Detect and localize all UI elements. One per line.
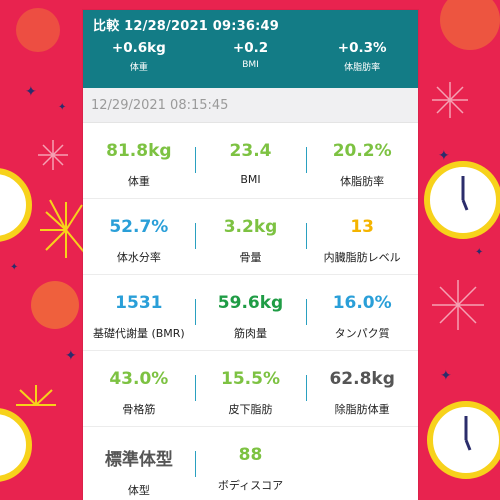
metrics-row: 81.8kg 体重 23.4 BMI 20.2% 体脂肪率 <box>83 123 418 199</box>
metric-value: 88 <box>238 445 263 465</box>
metric-body-type[interactable]: 標準体型 体型 <box>83 427 195 500</box>
metrics-row: 52.7% 体水分率 3.2kg 骨量 13 内臓脂肪レベル <box>83 199 418 275</box>
compare-label: BMI <box>242 60 259 70</box>
metric-label: 体脂肪率 <box>340 175 385 188</box>
firework-icon <box>432 280 484 330</box>
metric-subcutaneous-fat[interactable]: 15.5% 皮下脂肪 <box>194 351 307 426</box>
firework-icon <box>432 82 468 118</box>
dotted-ball-icon <box>31 281 79 329</box>
clock-icon <box>0 408 32 482</box>
metric-skeletal-muscle[interactable]: 43.0% 骨格筋 <box>83 351 195 426</box>
metric-label: BMI <box>240 173 261 186</box>
compare-label: 体重 <box>129 63 148 73</box>
firework-icon <box>38 140 68 170</box>
metric-value: 13 <box>350 217 375 237</box>
metric-label: タンパク質 <box>334 327 390 340</box>
metric-bone-mass[interactable]: 3.2kg 骨量 <box>194 199 307 274</box>
metric-value: 23.4 <box>229 141 272 161</box>
svg-text:✦: ✦ <box>58 102 66 113</box>
metric-value: 15.5% <box>221 369 280 389</box>
metrics-row: 標準体型 体型 88 ボディスコア <box>83 427 418 500</box>
svg-text:✦: ✦ <box>475 247 483 258</box>
metric-label: 骨量 <box>239 251 262 264</box>
metric-label: 内臓脂肪レベル <box>323 251 401 264</box>
clock-icon <box>0 168 32 242</box>
metric-label: 除脂肪体重 <box>334 403 390 416</box>
metric-empty <box>306 427 418 500</box>
dotted-ball-icon <box>440 0 500 50</box>
svg-text:✦: ✦ <box>65 348 77 364</box>
metric-label: 皮下脂肪 <box>228 403 273 416</box>
svg-text:✦: ✦ <box>10 262 18 273</box>
metric-value: 52.7% <box>109 217 169 237</box>
compare-bmi: +0.2 BMI <box>195 40 307 73</box>
metric-bmi[interactable]: 23.4 BMI <box>194 123 307 198</box>
metric-muscle-mass[interactable]: 59.6kg 筋肉量 <box>194 275 307 350</box>
metric-value: 16.0% <box>332 293 392 313</box>
compare-value: +0.2 <box>232 40 269 56</box>
metric-body-fat[interactable]: 20.2% 体脂肪率 <box>306 123 418 198</box>
metrics-row: 1531 基礎代謝量 (BMR) 59.6kg 筋肉量 16.0% タンパク質 <box>83 275 418 351</box>
metrics-row: 43.0% 骨格筋 15.5% 皮下脂肪 62.8kg 除脂肪体重 <box>83 351 418 427</box>
metric-value: 62.8kg <box>329 369 395 389</box>
firework-icon <box>16 385 56 406</box>
metric-weight[interactable]: 81.8kg 体重 <box>83 123 195 198</box>
firework-icon <box>40 199 85 258</box>
metric-value: 81.8kg <box>106 141 172 161</box>
metric-value: 59.6kg <box>217 293 284 313</box>
measurement-date: 12/29/2021 08:15:45 <box>83 88 418 123</box>
metric-label: 骨格筋 <box>122 403 156 416</box>
comparison-title: 比較 12/28/2021 09:36:49 <box>93 19 279 34</box>
comparison-header: 比較 12/28/2021 09:36:49 +0.6kg 体重 +0.2 BM… <box>83 10 418 88</box>
svg-text:✦: ✦ <box>25 84 37 100</box>
compare-weight: +0.6kg 体重 <box>83 40 195 73</box>
metric-label: 体水分率 <box>116 251 161 264</box>
compare-value: +0.3% <box>337 40 387 56</box>
metric-value: 20.2% <box>332 141 392 161</box>
compare-body-fat: +0.3% 体脂肪率 <box>306 40 418 73</box>
metric-label: 基礎代謝量 (BMR) <box>92 327 185 340</box>
metric-visceral-fat[interactable]: 13 内臓脂肪レベル <box>306 199 418 274</box>
metric-value: 1531 <box>115 293 163 313</box>
body-composition-card: 比較 12/28/2021 09:36:49 +0.6kg 体重 +0.2 BM… <box>83 10 418 500</box>
compare-value: +0.6kg <box>111 40 166 56</box>
metric-body-water[interactable]: 52.7% 体水分率 <box>83 199 195 274</box>
svg-text:✦: ✦ <box>440 368 452 384</box>
svg-text:✦: ✦ <box>438 148 450 164</box>
metric-label: 体型 <box>127 484 150 497</box>
metric-label: 体重 <box>127 175 150 188</box>
metric-value: 標準体型 <box>104 450 173 470</box>
metric-value: 43.0% <box>109 369 169 389</box>
metric-label: ボディスコア <box>217 479 284 492</box>
metric-bmr[interactable]: 1531 基礎代謝量 (BMR) <box>83 275 195 350</box>
compare-label: 体脂肪率 <box>344 63 381 73</box>
metric-label: 筋肉量 <box>234 327 267 340</box>
metric-protein[interactable]: 16.0% タンパク質 <box>306 275 418 350</box>
metric-lean-body-mass[interactable]: 62.8kg 除脂肪体重 <box>306 351 418 426</box>
metric-body-score[interactable]: 88 ボディスコア <box>194 427 307 500</box>
metric-value: 3.2kg <box>223 217 278 237</box>
